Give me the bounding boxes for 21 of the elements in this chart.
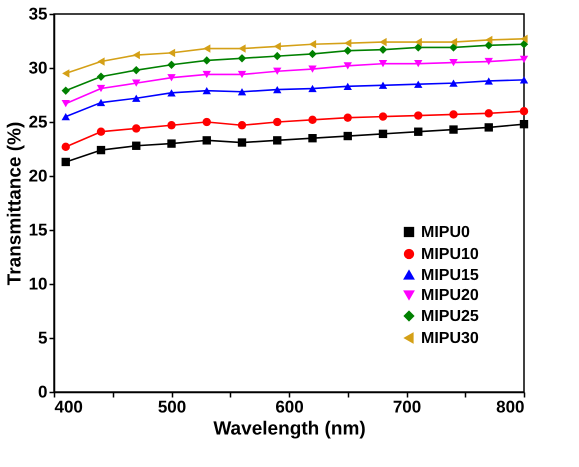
y-tick-label: 15	[28, 220, 48, 240]
x-tick-label: 500	[158, 398, 186, 416]
legend-label: MIPU25	[421, 308, 479, 325]
y-tick-label: 20	[28, 166, 48, 186]
x-tick-label: 600	[275, 398, 304, 416]
x-tick-label: 700	[392, 398, 422, 416]
y-tick-label: 0	[38, 382, 48, 402]
legend-label: MIPU15	[421, 267, 479, 284]
legend-label: MIPU10	[421, 246, 479, 263]
y-axis-title: Transmittance (%)	[4, 122, 26, 286]
x-tick-label: 800	[496, 398, 524, 416]
y-tick-label: 5	[38, 328, 48, 348]
legend-label: MIPU0	[421, 224, 470, 241]
legend-label: MIPU20	[421, 287, 479, 304]
y-tick-label: 30	[28, 58, 48, 78]
legend-label: MIPU30	[421, 330, 479, 347]
y-tick-label: 35	[28, 4, 48, 24]
x-tick-label: 400	[54, 398, 83, 416]
y-tick-label: 10	[28, 274, 48, 294]
y-tick-label: 25	[28, 112, 48, 132]
x-axis-title: Wavelength (nm)	[213, 418, 366, 440]
